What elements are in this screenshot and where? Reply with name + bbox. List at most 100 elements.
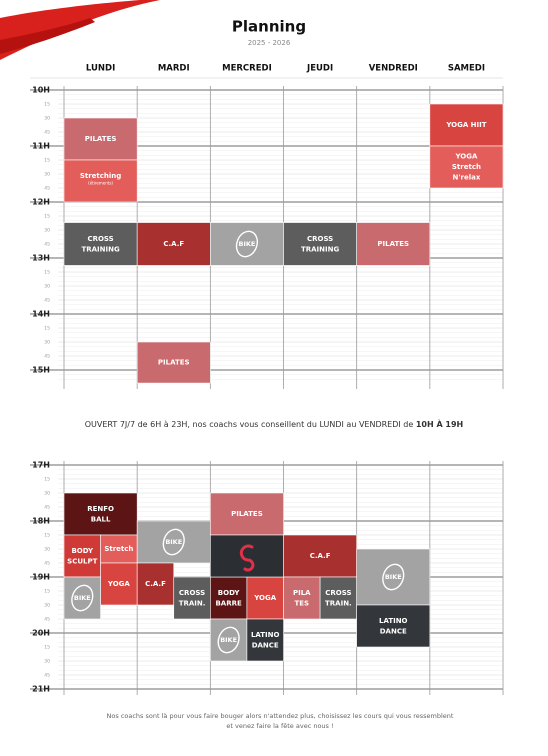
class-label: PILATES <box>158 359 190 367</box>
class-label: TRAINING <box>81 245 120 253</box>
class-label: BIKE <box>385 573 402 581</box>
class-box <box>429 103 504 147</box>
class-block: PILATES <box>356 222 431 266</box>
class-label: BODY <box>71 547 94 555</box>
minute-label: 15 <box>44 645 50 651</box>
class-block: BIKE <box>136 520 211 564</box>
class-label: CROSS <box>179 589 205 597</box>
class-block: BIKE <box>356 548 431 606</box>
class-block: YOGA HIIT <box>429 103 504 147</box>
class-label: YOGA <box>454 153 478 161</box>
class-block: PILATES <box>63 117 138 161</box>
day-header: VENDREDI <box>369 64 418 74</box>
class-box <box>63 492 138 536</box>
minute-label: 15 <box>44 326 50 332</box>
class-block: YOGA <box>100 562 138 606</box>
class-label: PILATES <box>231 510 263 518</box>
class-label: C.A.F <box>163 240 184 248</box>
minute-label: 45 <box>44 242 50 248</box>
class-label: DANCE <box>252 641 279 649</box>
class-box <box>100 562 138 606</box>
class-label: PILATES <box>377 240 409 248</box>
class-label: DANCE <box>380 627 407 635</box>
minute-label: 30 <box>44 603 50 609</box>
class-block: C.A.F <box>136 222 211 266</box>
day-header: MERCREDI <box>222 64 272 74</box>
class-block: CROSS TRAIN. <box>173 576 211 620</box>
class-block: PILATES <box>210 492 284 536</box>
class-block: LATINO DANCE <box>246 618 284 662</box>
footer-line: Nos coachs sont là pour vous faire bouge… <box>107 712 454 720</box>
class-label: SCULPT <box>67 557 97 565</box>
minute-label: 15 <box>44 477 50 483</box>
class-block: C.A.F <box>283 534 357 578</box>
class-label: TRAINING <box>301 245 340 253</box>
class-label: YOGA HIIT <box>445 121 486 129</box>
class-block: BODY SCULPT <box>63 534 101 578</box>
class-label: BIKE <box>74 594 91 602</box>
footer-line: et venez faire la fête avec nous ! <box>226 722 333 730</box>
class-label: YOGA <box>107 580 131 588</box>
class-block: BIKE <box>210 222 284 266</box>
class-label: C.A.F <box>310 552 331 560</box>
minute-label: 30 <box>44 228 50 234</box>
minute-label: 45 <box>44 298 50 304</box>
bike-icon <box>235 230 259 258</box>
class-label: BALL <box>91 515 111 523</box>
minute-label: 45 <box>44 130 50 136</box>
class-block: BIKE <box>63 576 101 620</box>
minute-label: 30 <box>44 172 50 178</box>
class-box <box>283 222 357 266</box>
minute-label: 15 <box>44 214 50 220</box>
notice: OUVERT 7J/7 de 6H à 23H, nos coachs vous… <box>85 418 464 429</box>
class-block: BIKE <box>210 618 248 662</box>
minute-label: 15 <box>44 158 50 164</box>
class-block: YOGA Stretch N'relax <box>429 145 504 189</box>
class-box <box>429 145 504 189</box>
class-label: Stretching <box>80 172 121 180</box>
class-box <box>136 520 211 564</box>
class-label: LATINO <box>251 631 280 639</box>
class-block: PILATES <box>136 341 211 384</box>
notice-text: OUVERT 7J/7 de 6H à 23H, nos coachs vous… <box>85 420 416 429</box>
minute-label: 45 <box>44 186 50 192</box>
class-block: LATINO DANCE <box>356 604 431 648</box>
class-box <box>63 576 101 620</box>
minute-label: 45 <box>44 673 50 679</box>
class-label: BIKE <box>220 636 237 644</box>
minute-label: 30 <box>44 491 50 497</box>
class-label: TRAIN. <box>179 599 206 607</box>
class-box <box>356 604 431 648</box>
class-box <box>63 534 101 578</box>
minute-label: 30 <box>44 284 50 290</box>
bike-icon <box>382 563 405 591</box>
class-box <box>210 576 248 620</box>
class-label: YOGA <box>253 594 277 602</box>
class-label: BIKE <box>165 538 182 546</box>
day-header: SAMEDI <box>448 64 485 74</box>
class-box <box>63 222 138 266</box>
class-block: CROSS TRAIN. <box>319 576 357 620</box>
class-label: Stretch <box>452 163 481 171</box>
hour-label: 15H <box>32 366 50 375</box>
class-label: CROSS <box>325 589 351 597</box>
class-block: Stretching(étirements) <box>63 159 138 203</box>
day-header: LUNDI <box>86 64 115 74</box>
bike-icon <box>162 528 185 556</box>
hour-label: 17H <box>32 461 50 470</box>
class-box <box>356 222 431 266</box>
class-box <box>63 159 138 203</box>
title: Planning <box>232 18 306 36</box>
notice-highlight: 10H À 19H <box>416 418 463 429</box>
minute-label: 15 <box>44 102 50 108</box>
brush-stroke <box>0 0 160 60</box>
logo <box>239 544 255 572</box>
class-block: YOGA <box>246 576 284 620</box>
class-box <box>173 576 211 620</box>
day-header: MARDI <box>158 64 190 74</box>
day-header: JEUDI <box>306 64 333 74</box>
minute-label: 15 <box>44 589 50 595</box>
class-box <box>136 222 211 266</box>
class-label: CROSS <box>307 235 333 243</box>
